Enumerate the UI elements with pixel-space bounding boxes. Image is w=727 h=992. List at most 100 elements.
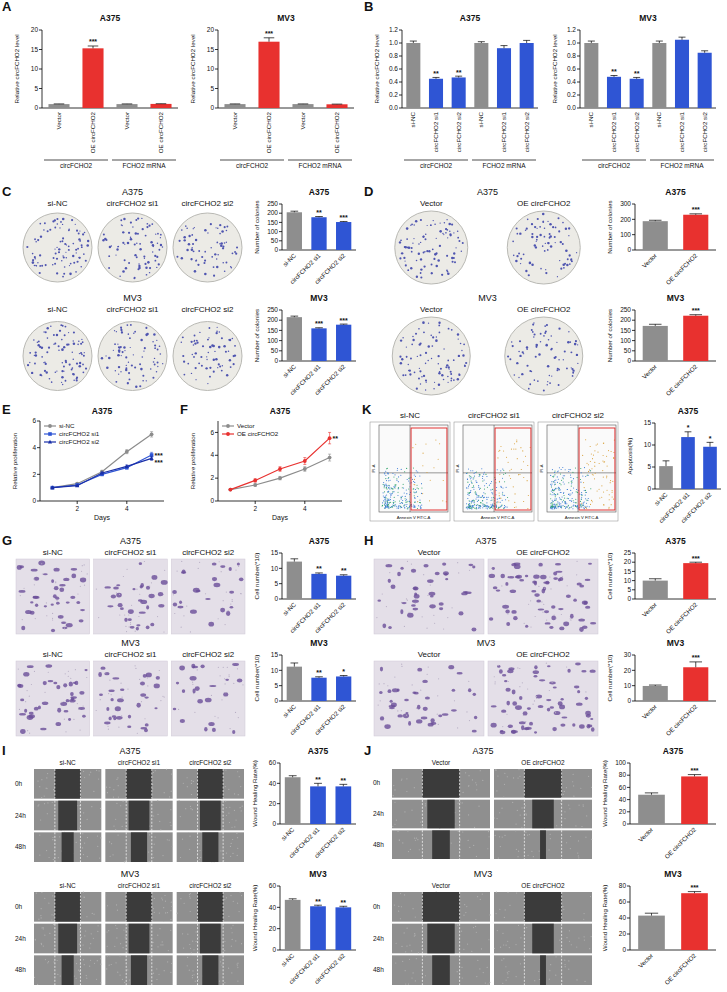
colony — [539, 234, 541, 236]
event — [394, 505, 395, 506]
event — [501, 487, 502, 488]
event — [419, 475, 420, 476]
colony — [214, 253, 216, 255]
colony — [48, 347, 50, 349]
event — [391, 494, 392, 495]
column-label: OE circFCHO2 — [517, 305, 571, 314]
colony — [547, 249, 549, 251]
colony — [186, 249, 188, 251]
colony — [414, 371, 416, 373]
y-tick-label: 0.6 — [567, 65, 576, 72]
colony — [82, 364, 84, 366]
event — [584, 506, 585, 507]
event — [499, 474, 500, 475]
legend-label: circFCHO2 si1 — [59, 430, 100, 437]
y-tick-label: 20 — [269, 925, 277, 932]
colony — [141, 356, 143, 358]
event — [392, 488, 393, 489]
event — [504, 481, 505, 482]
event — [408, 478, 409, 479]
colony — [415, 333, 417, 335]
event — [401, 502, 402, 503]
colony — [153, 333, 155, 335]
y-axis-label: Wound Healing Rate(%) — [601, 760, 608, 827]
colony — [458, 355, 460, 357]
colony — [39, 265, 41, 267]
colony — [64, 334, 66, 336]
y-axis-label: Number of colonies — [606, 200, 613, 253]
chart-title: A375 — [92, 406, 113, 416]
event — [491, 506, 492, 507]
colony — [547, 242, 549, 244]
event — [421, 493, 422, 494]
colony — [551, 348, 553, 350]
event — [503, 495, 504, 496]
event — [476, 498, 477, 499]
y-tick-label: 2 — [32, 471, 36, 478]
colony — [234, 345, 236, 347]
colony — [437, 355, 439, 357]
colony — [79, 240, 81, 242]
colony — [210, 223, 212, 225]
colony — [71, 219, 73, 221]
colony — [222, 365, 223, 366]
colony — [195, 379, 196, 380]
event — [587, 475, 588, 476]
event — [473, 485, 474, 486]
colony — [115, 370, 116, 371]
event — [404, 493, 405, 494]
column-label: si-NC — [48, 305, 68, 314]
colony — [54, 343, 56, 345]
colony — [217, 327, 218, 328]
colony — [207, 383, 208, 384]
x-tick-label: Vector — [123, 112, 130, 130]
event — [471, 477, 472, 478]
colony — [212, 345, 215, 348]
colony — [574, 343, 577, 346]
event — [404, 471, 405, 472]
event — [397, 470, 398, 471]
colony — [124, 259, 126, 261]
colony — [59, 330, 61, 332]
colony — [70, 263, 72, 265]
bar — [310, 906, 326, 950]
colony — [122, 242, 124, 244]
colony — [406, 227, 409, 230]
event — [555, 505, 556, 506]
event — [385, 475, 386, 476]
event — [387, 488, 388, 489]
event — [568, 508, 569, 509]
colony — [61, 376, 64, 379]
colony — [43, 331, 44, 332]
colony — [47, 230, 49, 232]
colony — [433, 388, 434, 389]
colony — [197, 264, 199, 266]
bar — [643, 221, 668, 250]
colony — [146, 380, 147, 381]
event — [475, 493, 476, 494]
event — [580, 506, 581, 507]
colony — [545, 331, 547, 333]
colony — [531, 236, 533, 238]
x-tick-label: circFCHO2 si2 — [523, 111, 530, 152]
colony — [549, 233, 551, 235]
x-tick-label: circFCHO2 si1 — [678, 111, 685, 152]
colony — [211, 256, 213, 258]
event — [514, 507, 515, 508]
event — [580, 479, 581, 480]
colony — [519, 355, 521, 357]
event — [498, 451, 499, 452]
y-tick-label: 10 — [624, 577, 632, 584]
event — [565, 508, 566, 509]
colony — [547, 221, 548, 222]
colony — [231, 267, 232, 268]
event — [383, 492, 384, 493]
colony — [76, 252, 77, 253]
significance: ** — [315, 898, 321, 905]
event — [398, 488, 399, 489]
colony — [61, 382, 62, 383]
event — [386, 500, 387, 501]
colony — [545, 243, 546, 244]
y-tick-label: 0 — [274, 357, 278, 364]
event — [528, 495, 529, 496]
